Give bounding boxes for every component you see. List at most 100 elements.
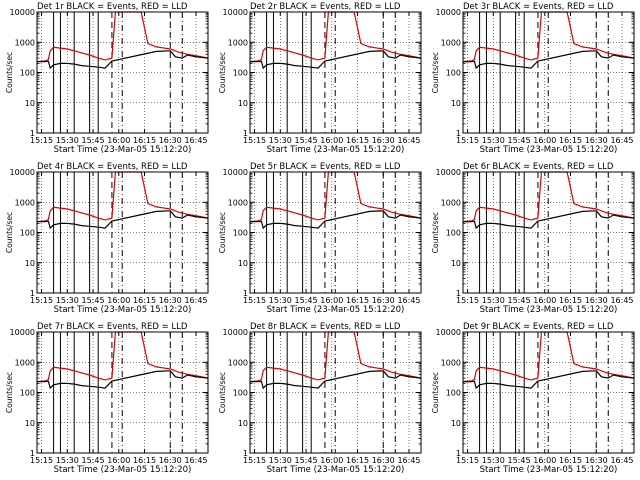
y-tick-label: 10 xyxy=(238,99,248,108)
x-axis-label: Start Time (23-Mar-05 15:12:20) xyxy=(480,305,618,315)
x-tick-label: 16:00 xyxy=(320,456,343,465)
x-tick-label: 16:15 xyxy=(559,456,582,465)
x-tick-label: 16:45 xyxy=(610,296,633,305)
y-tick-label: 10000 xyxy=(10,328,35,337)
x-tick-label: 16:45 xyxy=(397,136,420,145)
x-tick-label: 16:30 xyxy=(159,296,182,305)
x-tick-label: 15:30 xyxy=(482,296,505,305)
x-tick-label: 16:15 xyxy=(133,456,156,465)
x-tick-label: 15:45 xyxy=(295,136,318,145)
y-tick-label: 10 xyxy=(451,99,461,108)
series-line-lld xyxy=(249,171,422,223)
y-tick-label: 100 xyxy=(20,229,35,238)
y-axis-label: Counts/sec xyxy=(5,52,14,93)
panel-5: 15:15 15:30 15:45 16:00 16:15 16:30 16:45 1 10 10… xyxy=(218,162,422,315)
y-tick-label: 1000 xyxy=(441,358,461,367)
y-tick-label: 1000 xyxy=(15,358,35,367)
series-line-lld xyxy=(462,171,635,223)
panel-3: 15:15 15:30 15:45 16:00 16:15 16:30 16:45 1 10 10… xyxy=(431,2,635,155)
x-tick-label: 15:15 xyxy=(30,296,53,305)
y-tick-label: 1 xyxy=(456,289,461,298)
x-tick-label: 16:15 xyxy=(346,456,369,465)
x-tick-label: 16:45 xyxy=(397,296,420,305)
panel-title: Det 5r BLACK = Events, RED = LLD xyxy=(250,162,401,172)
x-tick-label: 15:15 xyxy=(30,136,53,145)
series-line-lld xyxy=(462,331,635,383)
x-axis-label: Start Time (23-Mar-05 15:12:20) xyxy=(267,145,405,155)
y-axis-label: Counts/sec xyxy=(218,212,227,253)
x-tick-label: 15:15 xyxy=(243,136,266,145)
y-tick-label: 1000 xyxy=(15,38,35,47)
x-tick-label: 16:15 xyxy=(346,296,369,305)
x-tick-label: 16:45 xyxy=(184,136,207,145)
panel-title: Det 4r BLACK = Events, RED = LLD xyxy=(37,162,188,172)
y-tick-label: 100 xyxy=(233,229,248,238)
x-tick-label: 15:45 xyxy=(82,136,105,145)
y-tick-label: 100 xyxy=(20,69,35,78)
x-tick-label: 15:45 xyxy=(508,296,531,305)
panel-9: 15:15 15:30 15:45 16:00 16:15 16:30 16:45 1 10 10… xyxy=(431,322,635,475)
y-tick-label: 1 xyxy=(30,449,35,458)
x-axis-label: Start Time (23-Mar-05 15:12:20) xyxy=(480,465,618,475)
x-tick-label: 15:15 xyxy=(456,456,479,465)
x-tick-label: 15:45 xyxy=(508,456,531,465)
x-tick-label: 15:15 xyxy=(456,296,479,305)
x-tick-label: 16:45 xyxy=(184,296,207,305)
panel-1: 15:15 15:30 15:45 16:00 16:15 16:30 16:45 1 10 10… xyxy=(5,2,209,155)
y-tick-label: 1000 xyxy=(228,358,248,367)
x-tick-label: 16:30 xyxy=(159,136,182,145)
y-tick-label: 100 xyxy=(446,229,461,238)
y-tick-label: 10000 xyxy=(436,168,461,177)
y-tick-label: 100 xyxy=(233,69,248,78)
y-axis-label: Counts/sec xyxy=(5,372,14,413)
y-tick-label: 1000 xyxy=(228,38,248,47)
x-tick-label: 16:00 xyxy=(320,136,343,145)
y-tick-label: 100 xyxy=(233,389,248,398)
x-tick-label: 15:45 xyxy=(508,136,531,145)
x-tick-label: 15:30 xyxy=(56,456,79,465)
panel-title: Det 6r BLACK = Events, RED = LLD xyxy=(463,162,614,172)
x-axis-label: Start Time (23-Mar-05 15:12:20) xyxy=(54,465,192,475)
y-tick-label: 1 xyxy=(243,129,248,138)
series-line-events xyxy=(463,50,635,70)
x-axis-label: Start Time (23-Mar-05 15:12:20) xyxy=(54,305,192,315)
y-tick-label: 1 xyxy=(456,449,461,458)
x-tick-label: 15:45 xyxy=(295,296,318,305)
x-tick-label: 15:30 xyxy=(482,456,505,465)
x-tick-label: 16:45 xyxy=(610,456,633,465)
x-tick-label: 15:45 xyxy=(82,456,105,465)
x-tick-label: 16:00 xyxy=(107,136,130,145)
x-tick-label: 16:15 xyxy=(346,136,369,145)
x-axis-label: Start Time (23-Mar-05 15:12:20) xyxy=(54,145,192,155)
panel-title: Det 9r BLACK = Events, RED = LLD xyxy=(463,322,614,332)
y-tick-label: 10 xyxy=(451,419,461,428)
x-tick-label: 16:15 xyxy=(133,296,156,305)
y-tick-label: 1 xyxy=(243,289,248,298)
y-tick-label: 1 xyxy=(456,129,461,138)
y-tick-label: 10000 xyxy=(223,8,248,17)
y-axis-label: Counts/sec xyxy=(218,52,227,93)
y-tick-label: 1 xyxy=(30,289,35,298)
x-tick-label: 16:45 xyxy=(184,456,207,465)
y-tick-label: 100 xyxy=(446,69,461,78)
x-tick-label: 16:15 xyxy=(559,296,582,305)
y-tick-label: 10000 xyxy=(436,328,461,337)
y-tick-label: 10 xyxy=(238,259,248,268)
x-tick-label: 16:30 xyxy=(585,296,608,305)
y-axis-label: Counts/sec xyxy=(5,212,14,253)
y-tick-label: 1000 xyxy=(441,198,461,207)
y-tick-label: 1 xyxy=(243,449,248,458)
y-tick-label: 100 xyxy=(446,389,461,398)
y-tick-label: 1000 xyxy=(441,38,461,47)
y-axis-label: Counts/sec xyxy=(431,212,440,253)
y-tick-label: 10 xyxy=(451,259,461,268)
y-tick-label: 10000 xyxy=(436,8,461,17)
x-tick-label: 16:45 xyxy=(610,136,633,145)
x-tick-label: 16:15 xyxy=(559,136,582,145)
y-tick-label: 10 xyxy=(238,419,248,428)
panel-4: 15:15 15:30 15:45 16:00 16:15 16:30 16:45 1 10 10… xyxy=(5,162,209,315)
panel-title: Det 8r BLACK = Events, RED = LLD xyxy=(250,322,401,332)
x-tick-label: 15:45 xyxy=(82,296,105,305)
x-tick-label: 16:00 xyxy=(533,136,556,145)
